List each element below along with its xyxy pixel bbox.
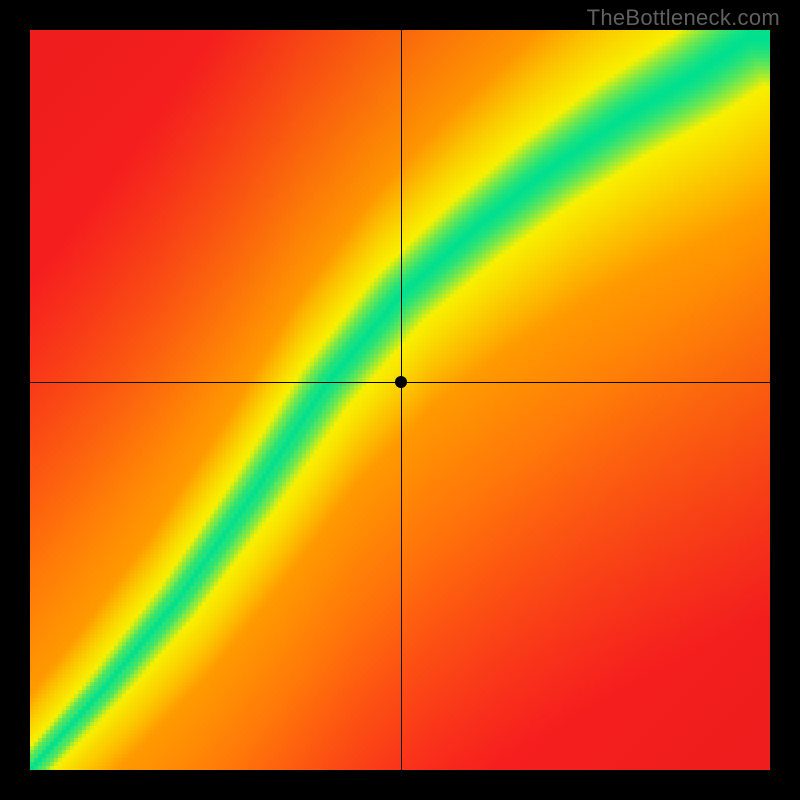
crosshair-vertical [401, 30, 402, 770]
marker-point [395, 376, 407, 388]
bottleneck-heatmap [30, 30, 770, 770]
watermark-text: TheBottleneck.com [587, 5, 780, 31]
